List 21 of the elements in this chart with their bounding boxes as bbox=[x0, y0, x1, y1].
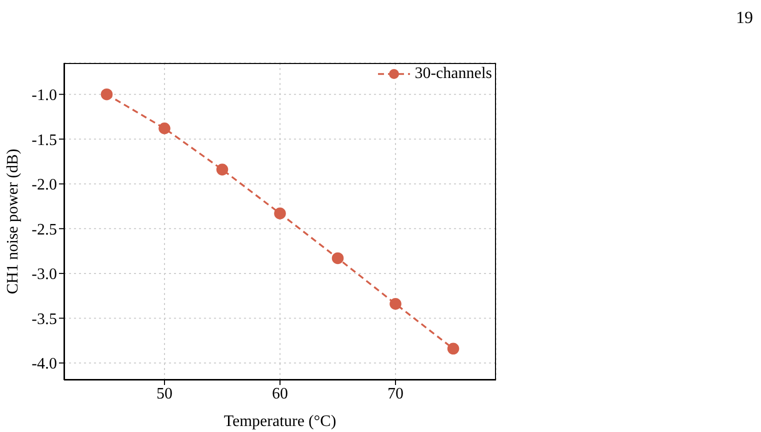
y-tick-label: -3.5 bbox=[32, 310, 57, 328]
y-tick-label: -1.0 bbox=[32, 87, 57, 104]
y-axis-title: CH1 noise power (dB) bbox=[4, 148, 22, 294]
point bbox=[216, 164, 228, 176]
y-tick-label: -3.0 bbox=[32, 266, 57, 284]
x-tick-label: 70 bbox=[388, 385, 404, 402]
point bbox=[447, 342, 460, 355]
x-axis-title: Temperature (°C) bbox=[224, 413, 336, 430]
y-tick-label: -4.0 bbox=[32, 356, 57, 373]
y-tick-label: -2.5 bbox=[32, 221, 57, 238]
point bbox=[158, 122, 170, 134]
point bbox=[100, 88, 113, 100]
text: 19 bbox=[736, 8, 753, 28]
point bbox=[332, 252, 344, 264]
legend-label: 30-channels bbox=[414, 65, 492, 83]
x-tick-label: 50 bbox=[156, 385, 172, 402]
point bbox=[274, 208, 286, 220]
x-tick-label: 60 bbox=[272, 385, 288, 402]
point bbox=[390, 298, 402, 310]
y-tick-label: -1.5 bbox=[32, 132, 57, 149]
y-tick-label: -2.0 bbox=[32, 176, 57, 194]
